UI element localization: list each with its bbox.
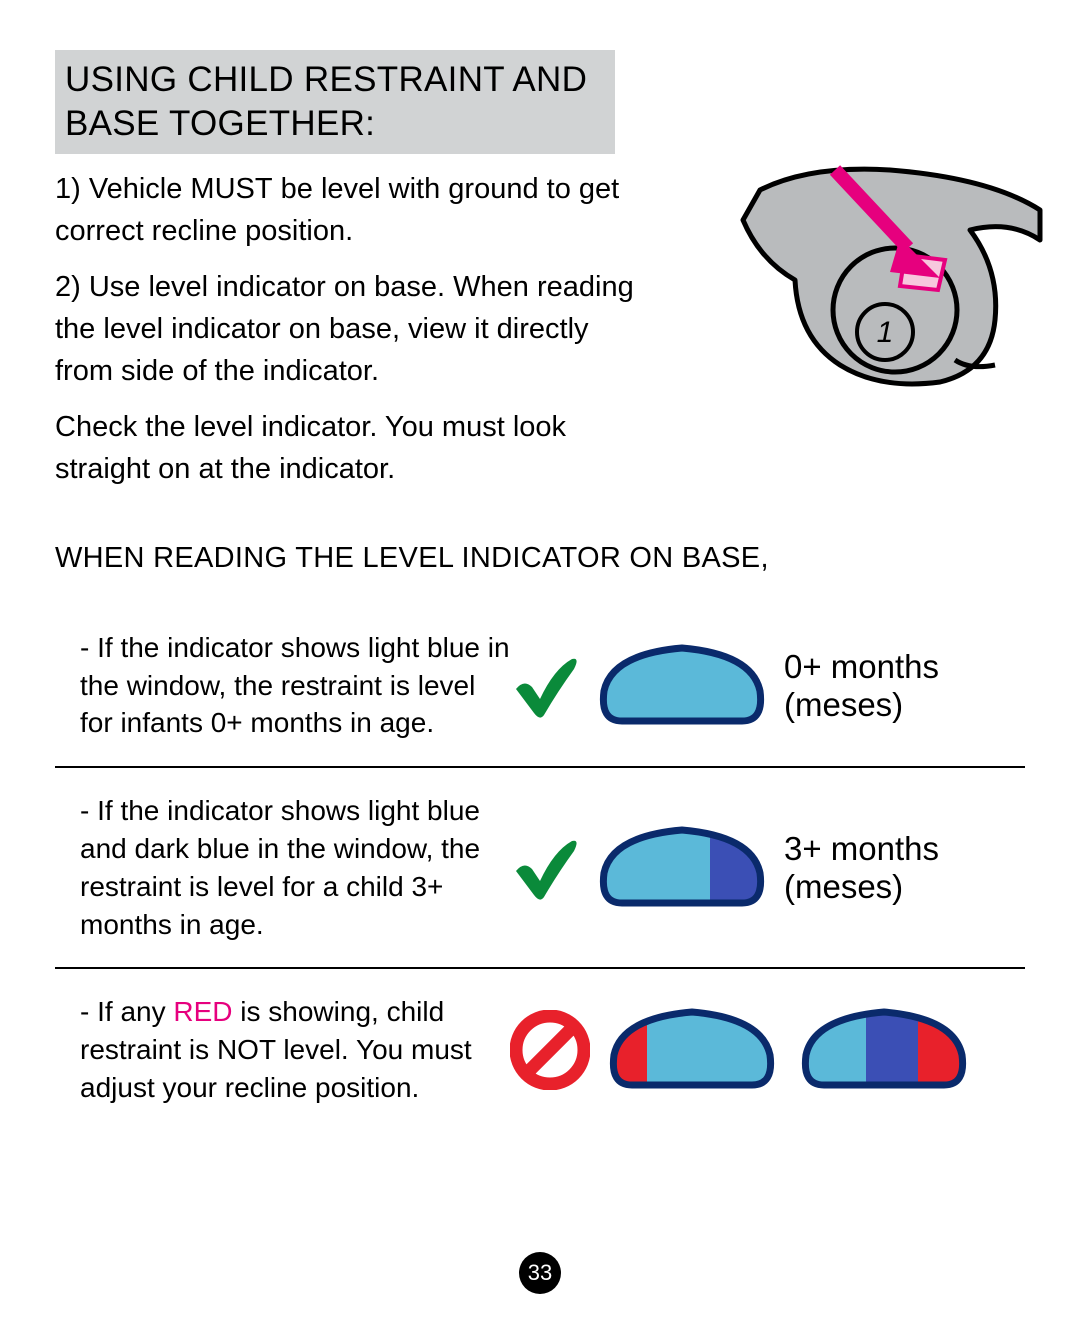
row3-pre: - If any [80,996,173,1027]
row-label: 3+ months (meses) [784,830,939,906]
check-icon [510,651,580,721]
step1-must: MUST [190,173,272,205]
step-2: 2) Use level indicator on base. When rea… [55,266,645,392]
bubble-light-dark-blue [592,818,772,918]
step-1: 1) Vehicle MUST be level with ground to … [55,168,645,252]
row-label: 0+ months (meses) [784,648,939,724]
subheading: WHEN READING THE LEVEL INDICATOR ON BASE… [55,542,1025,575]
svg-text:1: 1 [877,316,894,349]
page-number: 33 [519,1252,561,1294]
prohibit-icon [510,1010,590,1090]
section-title: USING CHILD RESTRAINT AND BASE TOGETHER: [55,50,615,154]
indicator-row-red: - If any RED is showing, child restraint… [55,979,1025,1120]
label-line1: 3+ months [784,830,939,867]
bubble-lightblue [592,636,772,736]
row-text: - If any RED is showing, child restraint… [55,993,510,1106]
separator [55,766,1025,768]
check-icon [510,833,580,903]
row3-red: RED [173,996,232,1027]
label-line2: (meses) [784,686,903,723]
base-indicator-illustration: 1 [740,160,1050,390]
indicator-row-0months: - If the indicator shows light blue in t… [55,615,1025,756]
label-line2: (meses) [784,868,903,905]
step1-pre: 1) Vehicle [55,173,190,205]
indicator-row-3months: - If the indicator shows light blue and … [55,778,1025,957]
bubble-lightblue-red [602,1000,782,1100]
check-paragraph: Check the level indicator. You must look… [55,406,645,490]
bubble-blue-darkblue-red [794,1000,974,1100]
separator [55,967,1025,969]
row-text: - If the indicator shows light blue in t… [55,629,510,742]
row-text: - If the indicator shows light blue and … [55,792,510,943]
label-line1: 0+ months [784,648,939,685]
row3-not: NOT [217,1034,276,1065]
